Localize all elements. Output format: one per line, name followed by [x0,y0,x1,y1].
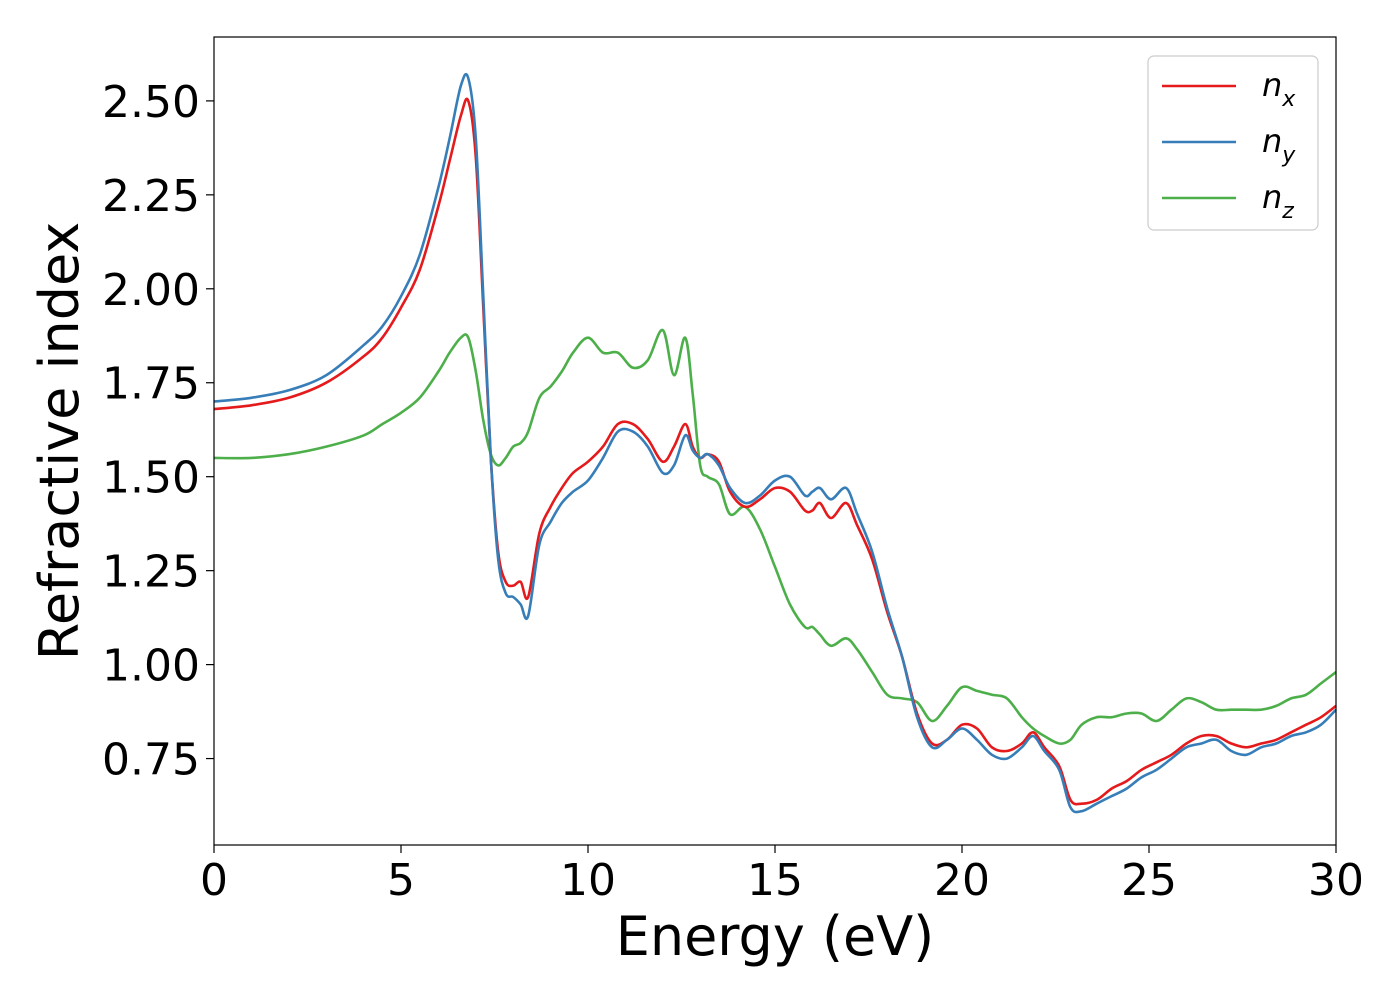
y-tick-label: 1.25 [102,547,200,598]
y-tick-label: 2.50 [102,77,200,128]
legend-label-subscript: x [1281,87,1296,112]
x-tick-label: 0 [200,855,228,906]
legend-label-subscript: y [1281,143,1296,168]
y-axis-title: Refractive index [28,222,91,661]
x-tick-label: 5 [387,855,415,906]
legend-label-nz: nz [1262,178,1294,224]
series-line-nz [213,328,1337,745]
legend-label-main: n [1262,178,1282,216]
x-tick-label: 30 [1308,855,1364,906]
y-tick-label: 1.50 [102,453,200,504]
y-tick-label: 1.75 [102,359,200,410]
x-axis-title: Energy (eV) [616,905,935,968]
x-tick-label: 15 [747,855,803,906]
legend-label-subscript: z [1281,199,1294,224]
legend-label-nx: nx [1262,66,1296,112]
x-axis: 0 5 10 15 20 25 30 [200,845,1364,906]
legend-label-ny: ny [1262,122,1296,168]
legend-label-main: n [1262,66,1282,104]
x-tick-label: 10 [560,855,616,906]
series-lines [213,72,1337,814]
y-tick-label: 0.75 [102,735,200,786]
x-tick-label: 20 [934,855,990,906]
y-tick-label: 2.25 [102,171,200,222]
y-axis: 0.75 1.00 1.25 1.50 1.75 2.00 2.25 2.50 [102,77,214,786]
series-line-ny [213,72,1337,814]
legend-label-main: n [1262,122,1282,160]
y-tick-label: 1.00 [102,641,200,692]
y-tick-label: 2.00 [102,265,200,316]
x-tick-label: 25 [1121,855,1177,906]
